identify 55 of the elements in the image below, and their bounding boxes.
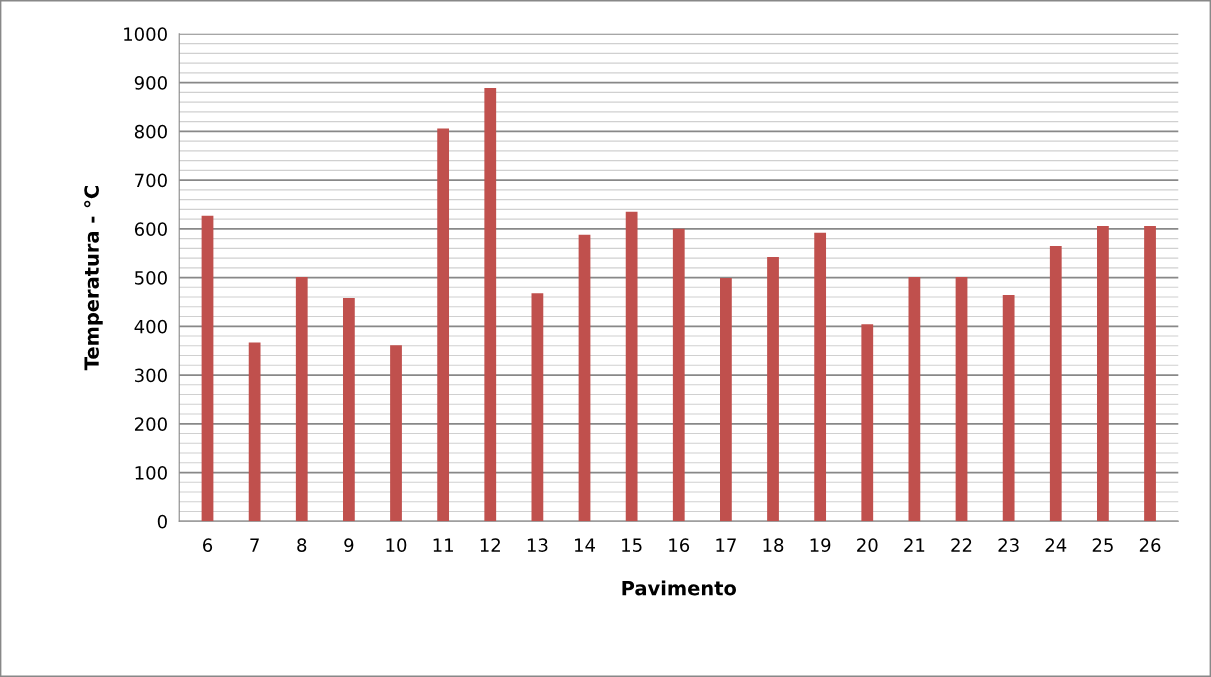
x-tick-label: 22	[951, 538, 972, 552]
bar	[1144, 225, 1156, 522]
bar	[908, 277, 921, 522]
x-axis-title: Pavimento	[622, 580, 736, 596]
bar	[390, 345, 402, 522]
bar	[201, 215, 214, 522]
bar	[531, 293, 544, 522]
y-tick-label: 0	[157, 514, 167, 529]
x-tick-label: 9	[344, 538, 354, 552]
y-tick-label: 1000	[124, 27, 167, 41]
bar	[955, 277, 968, 522]
x-tick-label: 17	[716, 538, 736, 552]
bar	[720, 278, 732, 522]
bar	[625, 211, 638, 522]
x-tick-label: 21	[904, 538, 925, 552]
bar	[767, 257, 779, 522]
bar	[342, 298, 355, 522]
x-tick-label: 10	[386, 538, 407, 552]
bar	[1097, 225, 1109, 522]
x-tick-label: 16	[669, 538, 690, 552]
x-tick-label: 6	[203, 538, 213, 552]
y-tick-label: 900	[134, 76, 167, 90]
x-tick-label: 12	[480, 538, 500, 552]
bar	[861, 324, 874, 522]
y-tick-label: 700	[135, 173, 167, 188]
x-tick-label: 11	[433, 538, 453, 552]
x-tick-label: 19	[810, 538, 831, 552]
bar	[437, 128, 450, 522]
x-tick-label: 13	[527, 538, 548, 552]
bar	[484, 87, 497, 522]
x-tick-label: 23	[998, 538, 1019, 552]
y-tick-label: 500	[135, 271, 167, 285]
x-tick-label: 18	[763, 538, 784, 552]
y-tick-label: 600	[134, 222, 167, 236]
bar	[578, 234, 591, 522]
bar	[672, 228, 685, 522]
x-tick-label: 14	[575, 538, 595, 552]
y-tick-label: 400	[134, 319, 167, 334]
x-tick-label: 8	[297, 538, 307, 552]
x-tick-label: 26	[1139, 538, 1161, 552]
y-tick-label: 800	[134, 124, 167, 139]
y-tick-label: 100	[135, 466, 167, 480]
bar	[248, 342, 261, 522]
x-tick-label: 25	[1092, 538, 1113, 552]
y-axis-title: Temperatura - °C	[84, 186, 103, 371]
bar	[1002, 295, 1015, 522]
x-tick-label: 7	[250, 538, 259, 552]
y-tick-label: 200	[134, 417, 167, 431]
x-tick-label: 24	[1045, 538, 1067, 552]
bar	[295, 277, 308, 522]
bar	[814, 232, 827, 522]
y-tick-label: 300	[135, 368, 167, 383]
bar	[1049, 245, 1062, 522]
x-tick-label: 15	[622, 538, 642, 552]
x-tick-label: 20	[857, 538, 878, 552]
